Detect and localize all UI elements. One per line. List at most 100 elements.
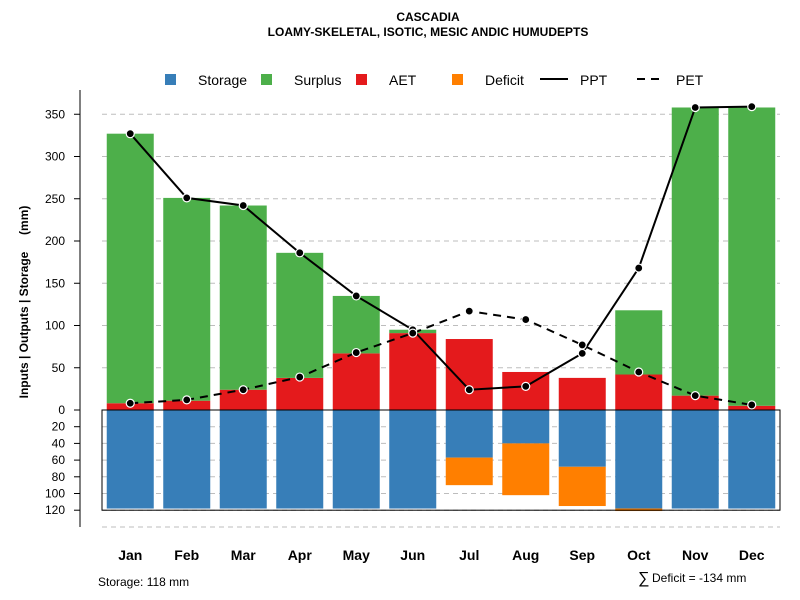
legend-swatch xyxy=(452,74,463,85)
bar-aet xyxy=(332,353,380,410)
bars xyxy=(101,107,781,512)
bar-storage xyxy=(445,410,493,458)
bar-aet xyxy=(558,377,606,410)
point-ppt xyxy=(690,102,700,113)
point-pet xyxy=(182,395,192,405)
bar-surplus xyxy=(332,295,380,354)
legend-swatch xyxy=(356,74,367,85)
legend-label: PET xyxy=(676,72,704,88)
y-tick-label: 350 xyxy=(45,107,65,121)
point-ppt xyxy=(634,263,644,273)
x-tick-label: Feb xyxy=(174,547,199,563)
legend-label: Storage xyxy=(198,72,247,88)
bar-aet xyxy=(671,395,719,410)
x-tick-label: Jun xyxy=(400,547,425,563)
y-tick-label: 100 xyxy=(45,487,65,501)
deficit-sum-icon: ∑ xyxy=(638,570,649,587)
point-ppt xyxy=(747,102,757,112)
bar-storage xyxy=(219,410,267,509)
bar-storage xyxy=(502,410,550,444)
grid-lines xyxy=(102,113,780,528)
legend-swatch xyxy=(261,74,272,85)
y-tick-label: 80 xyxy=(52,470,66,484)
chart-title: CASCADIA xyxy=(396,10,460,24)
point-pet xyxy=(351,347,361,358)
point-ppt xyxy=(295,248,305,258)
bar-surplus xyxy=(276,252,324,378)
y-tick-label: 150 xyxy=(45,276,65,290)
legend: Storage Surplus AET Deficit PPT PET xyxy=(165,72,704,88)
bar-surplus xyxy=(106,133,154,404)
deficit-footer-text: Deficit = -134 mm xyxy=(652,571,746,585)
legend-label: PPT xyxy=(580,72,608,88)
y-axis-label: Inputs | Outputs | Storage (mm) xyxy=(17,206,31,399)
bar-storage xyxy=(276,410,324,509)
y-tick-label: 40 xyxy=(52,436,66,450)
x-tick-label: Nov xyxy=(682,547,709,563)
bar-aet xyxy=(219,389,267,410)
point-pet xyxy=(577,340,587,350)
bar-storage xyxy=(389,410,437,509)
point-ppt xyxy=(238,200,248,211)
point-pet xyxy=(747,400,757,410)
bar-aet xyxy=(615,374,663,410)
bar-storage xyxy=(671,410,719,509)
bar-aet xyxy=(163,400,211,410)
chart-subtitle: LOAMY-SKELETAL, ISOTIC, MESIC ANDIC HUMU… xyxy=(268,25,589,39)
storage-footer-text: Storage: 118 mm xyxy=(98,575,189,589)
x-tick-label: Sep xyxy=(569,547,595,563)
point-pet xyxy=(521,314,531,325)
y-tick-label: 100 xyxy=(45,319,65,333)
point-pet xyxy=(690,391,700,401)
legend-label: AET xyxy=(389,72,417,88)
point-ppt xyxy=(577,348,587,358)
point-pet xyxy=(464,306,474,316)
bar-deficit xyxy=(445,457,493,486)
series-line-ppt xyxy=(129,105,752,391)
bar-aet xyxy=(389,333,437,410)
legend-label: Deficit xyxy=(485,72,524,88)
x-tick-label: Dec xyxy=(739,547,765,563)
bar-aet xyxy=(445,339,493,410)
axes: 0 50 100 150 200 250 300 350 20 40 60 80 100 120 Jan Fe… xyxy=(45,90,780,563)
bar-aet xyxy=(276,377,324,410)
x-tick-label: Aug xyxy=(512,547,539,563)
point-ppt xyxy=(521,381,531,391)
bar-deficit xyxy=(502,443,550,496)
y-tick-label: 120 xyxy=(45,503,65,517)
point-ppt xyxy=(182,193,192,203)
y-tick-label: 200 xyxy=(45,234,65,248)
point-pet xyxy=(238,385,248,395)
bar-deficit xyxy=(558,466,606,507)
x-tick-label: Mar xyxy=(231,547,256,563)
y-tick-label: 250 xyxy=(45,192,65,206)
point-pet xyxy=(408,328,418,338)
bar-storage xyxy=(615,410,663,509)
legend-swatch xyxy=(165,74,176,85)
x-tick-label: Apr xyxy=(288,547,313,563)
bar-storage xyxy=(106,410,154,509)
bar-surplus xyxy=(728,107,776,406)
legend-label: Surplus xyxy=(294,72,341,88)
point-pet xyxy=(634,367,644,377)
bar-storage xyxy=(163,410,211,509)
x-tick-label: May xyxy=(343,547,370,563)
y-tick-label: 300 xyxy=(45,150,65,164)
x-tick-label: Jul xyxy=(459,547,479,563)
x-tick-label: Jan xyxy=(118,547,142,563)
bar-surplus xyxy=(163,197,211,401)
y-tick-label: 60 xyxy=(52,453,66,467)
point-ppt xyxy=(351,291,361,301)
bar-surplus xyxy=(219,205,267,390)
point-ppt xyxy=(125,129,135,139)
bar-storage xyxy=(558,410,606,467)
y-tick-label: 0 xyxy=(58,403,65,417)
series-lines xyxy=(125,102,757,410)
series-line-pet xyxy=(130,310,752,406)
point-pet xyxy=(295,372,305,382)
bar-surplus xyxy=(671,107,719,396)
point-pet xyxy=(125,398,135,408)
bar-surplus xyxy=(615,310,663,375)
y-tick-label: 50 xyxy=(52,361,66,375)
